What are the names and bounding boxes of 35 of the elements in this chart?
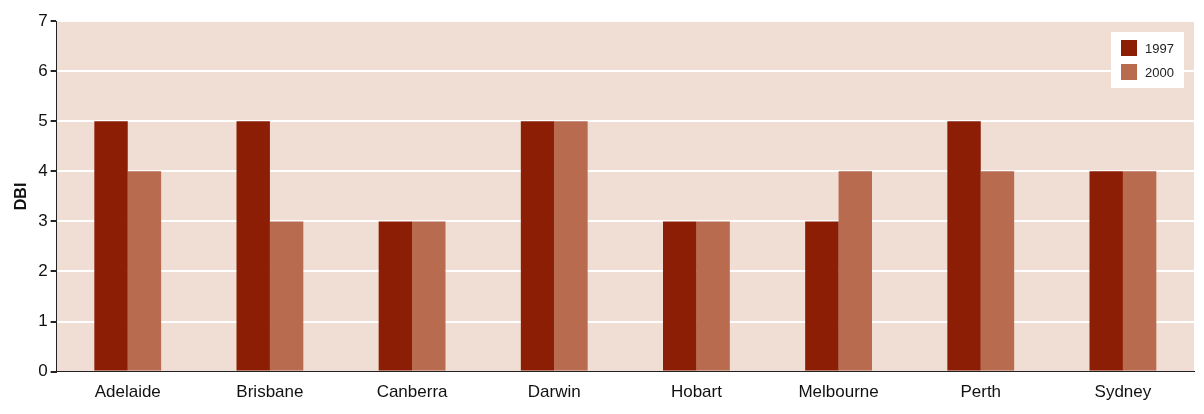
bar [696, 221, 730, 371]
bar [94, 121, 128, 371]
legend-label: 1997 [1145, 40, 1174, 56]
x-tick-label: Melbourne [798, 382, 879, 402]
x-tick-label: Perth [960, 382, 1002, 402]
y-tick-label: 0 [38, 361, 48, 381]
y-tick-label: 4 [38, 161, 48, 181]
y-tick-label: 1 [38, 311, 48, 331]
bar [412, 221, 446, 371]
bar [838, 171, 872, 371]
bar [378, 221, 413, 371]
x-tick-label: Darwin [527, 382, 581, 402]
bar [554, 121, 588, 371]
bar [269, 221, 304, 371]
x-tick-label: Brisbane [236, 382, 304, 402]
x-tick-label: Hobart [670, 382, 723, 402]
legend-label: 2000 [1145, 64, 1174, 80]
y-tick-label: 3 [38, 211, 48, 231]
y-tick-label: 6 [38, 60, 48, 80]
y-tick-label: 2 [38, 261, 48, 281]
bar [127, 171, 162, 371]
y-tick-label: 7 [38, 10, 48, 30]
y-axis-title: DBI [12, 182, 30, 211]
bar [520, 121, 555, 371]
bar [1089, 171, 1123, 371]
bar [663, 221, 697, 371]
bar [805, 221, 839, 371]
x-tick-label: Adelaide [94, 382, 161, 402]
bar [1122, 171, 1157, 371]
y-tick-label: 5 [38, 111, 48, 130]
x-tick-label: Sydney [1094, 382, 1152, 402]
bar [980, 171, 1015, 371]
x-tick-label: Canberra [376, 382, 449, 402]
bar [947, 121, 981, 371]
bar [236, 121, 270, 371]
